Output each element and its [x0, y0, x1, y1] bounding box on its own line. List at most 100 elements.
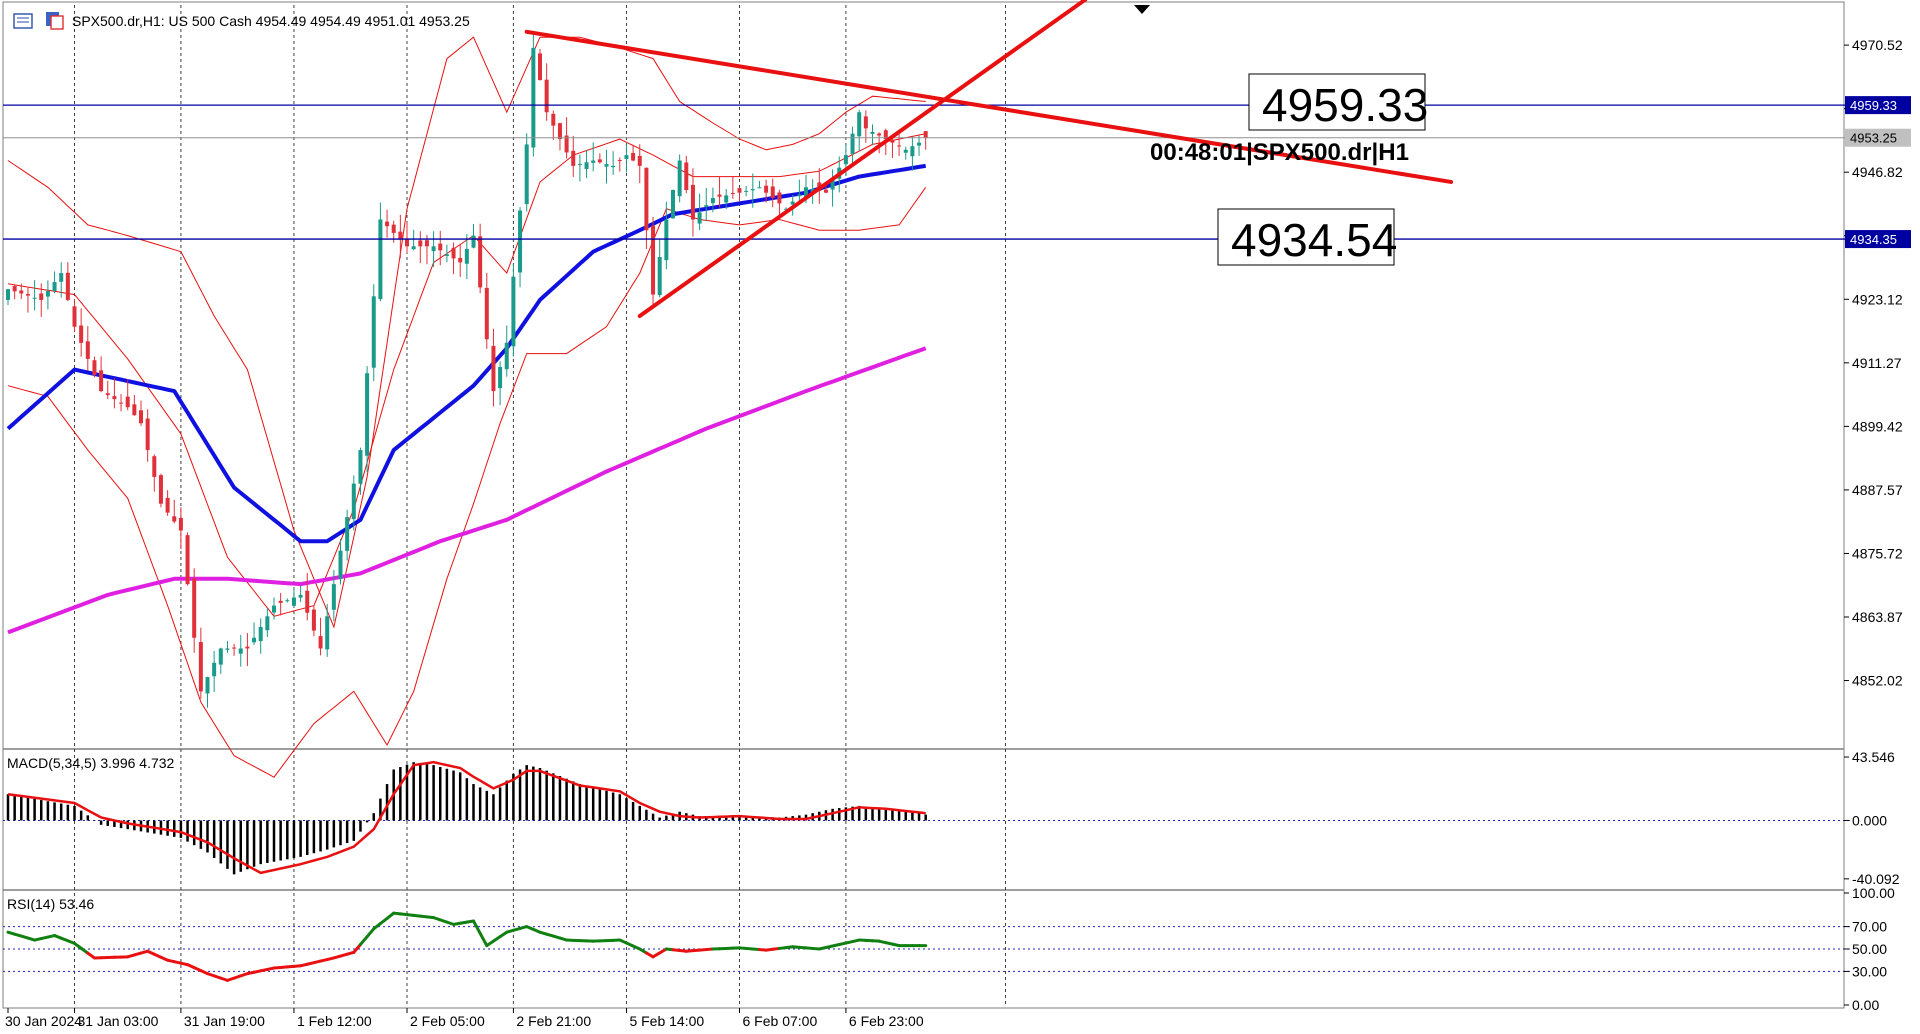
candle-body: [897, 145, 902, 147]
candle-body: [305, 590, 310, 613]
ema-200-line: [7, 346, 927, 635]
candle-body: [850, 133, 855, 154]
candle-body: [112, 396, 117, 400]
candle-body: [311, 609, 316, 631]
time-tick-label: 31 Jan 19:00: [184, 1013, 265, 1029]
candle-body: [6, 289, 10, 300]
rsi-tick-label: 50.00: [1852, 941, 1887, 957]
candle-body: [125, 396, 130, 408]
candle-body: [843, 155, 848, 165]
symbol-header: SPX500.dr,H1: US 500 Cash 4954.49 4954.4…: [72, 13, 470, 29]
trendlines[interactable]: [524, 0, 1454, 319]
candle-body: [65, 272, 70, 300]
candle-body: [511, 276, 516, 347]
candle-body: [358, 450, 363, 484]
candle-body: [418, 240, 423, 247]
candle-body: [45, 290, 50, 297]
price-tick-label: 4875.72: [1852, 545, 1903, 561]
time-tick-label: 30 Jan 2024: [5, 1013, 82, 1029]
macd-panel: 43.546 0.000 -40.092: [3, 749, 1900, 887]
price-tick-label: 4852.02: [1852, 673, 1903, 689]
candle-body: [258, 627, 263, 642]
candle-body: [671, 190, 675, 219]
lower-level-label-box[interactable]: [1217, 208, 1395, 266]
candle-body: [238, 648, 243, 654]
lower-level-price-label-box: [1845, 230, 1911, 249]
candle-body: [491, 345, 496, 392]
candle-body: [152, 456, 157, 477]
candle-body: [544, 79, 549, 113]
candle-body: [764, 185, 769, 193]
macd-tick-label: -40.092: [1852, 871, 1900, 887]
candle-body: [172, 516, 177, 522]
time-tick-label: 5 Feb 14:00: [629, 1013, 704, 1029]
candle-body: [524, 144, 529, 205]
candle-body: [458, 257, 463, 263]
candle-body: [917, 142, 922, 146]
candle-body: [278, 600, 283, 603]
price-tick-label: 4946.82: [1852, 164, 1903, 180]
candle-body: [25, 294, 30, 296]
bollinger-band-line-0: [7, 36, 926, 629]
candle-body: [478, 236, 483, 288]
candle-body: [212, 662, 217, 677]
candle-body: [272, 605, 276, 613]
candle-body: [564, 135, 569, 153]
candle-body: [910, 146, 915, 157]
rsi-panel: 100.00 70.00 50.00 30.00 0.00: [6, 885, 1895, 1013]
time-tick-label: 6 Feb 23:00: [849, 1013, 924, 1029]
candle-body: [518, 210, 523, 273]
candle-body: [291, 597, 296, 606]
candle-body: [571, 150, 576, 166]
candle-body: [318, 636, 323, 649]
candle-body: [717, 194, 722, 197]
candle-body: [531, 47, 536, 148]
candle-body: [551, 113, 556, 126]
candle-body: [611, 165, 616, 168]
candle-body: [32, 297, 37, 299]
vertical-grid: [74, 5, 1006, 1005]
trendline-0[interactable]: [524, 29, 1454, 184]
candle-body: [657, 257, 662, 296]
chart-window-icon[interactable]: [13, 13, 33, 29]
rsi-tick-label: 100.00: [1852, 885, 1895, 901]
candle-body: [684, 162, 689, 190]
candle-body: [205, 677, 210, 694]
candle-body: [464, 248, 469, 264]
candle-body: [631, 152, 636, 161]
candle-body: [12, 285, 17, 292]
candle-body: [923, 131, 928, 138]
macd-title: MACD(5,34,5) 3.996 4.732: [7, 755, 175, 771]
candle-body: [697, 212, 702, 224]
candle-body: [498, 366, 503, 389]
shift-marker-icon[interactable]: [1134, 5, 1150, 14]
time-tick-label: 1 Feb 12:00: [297, 1013, 372, 1029]
lower-level-price-label: 4934.35: [1850, 232, 1897, 247]
candle-body: [99, 370, 104, 392]
candle-body: [730, 193, 735, 195]
time-tick-label: 2 Feb 05:00: [410, 1013, 485, 1029]
current-price-label: 4953.25: [1850, 131, 1897, 146]
candle-body: [398, 231, 403, 240]
macd-signal-line: [7, 760, 926, 875]
time-tick-label: 2 Feb 21:00: [516, 1013, 591, 1029]
candle-body: [198, 642, 203, 692]
candle-body: [903, 149, 908, 153]
candle-body: [391, 224, 396, 233]
rsi-title: RSI(14) 53.46: [7, 896, 94, 912]
candle-body: [883, 130, 888, 140]
candle-body: [617, 160, 622, 162]
candle-body: [298, 594, 303, 598]
trendline-1[interactable]: [637, 0, 1088, 319]
header: SPX500.dr,H1: US 500 Cash 4954.49 4954.4…: [13, 12, 470, 30]
candle-body: [737, 188, 742, 193]
candle-body: [750, 189, 755, 191]
rsi-line-segment: [478, 931, 489, 948]
upper-level-label-box[interactable]: [1248, 73, 1426, 131]
candle-body: [790, 201, 795, 205]
candle-body: [770, 186, 775, 199]
horizontal-levels[interactable]: [3, 104, 1850, 240]
candle-body: [577, 164, 582, 166]
